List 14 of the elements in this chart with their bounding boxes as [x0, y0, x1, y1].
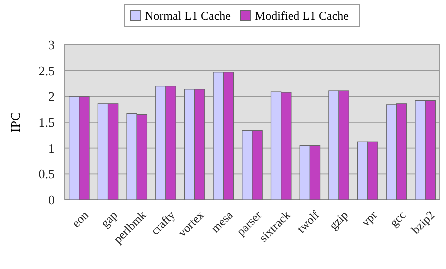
- y-tick-label: 1: [48, 140, 55, 156]
- y-tick-label: 2: [48, 89, 55, 104]
- legend-label: Normal L1 Cache: [145, 9, 231, 23]
- y-axis-title: IPC: [8, 112, 23, 133]
- x-tick-label: vpr: [358, 208, 380, 230]
- y-tick-label: 1.5: [38, 115, 55, 130]
- y-tick-label: 0: [48, 192, 55, 208]
- y-tick-label: 3: [48, 38, 55, 53]
- x-tick-label: gcc: [387, 208, 409, 230]
- x-tick-label: gzip: [326, 208, 352, 233]
- y-tick-label: 0.5: [38, 166, 55, 182]
- legend-label: Modified L1 Cache: [255, 9, 349, 23]
- y-tick-label: 2.5: [38, 63, 55, 78]
- x-tick-label: eon: [69, 208, 92, 230]
